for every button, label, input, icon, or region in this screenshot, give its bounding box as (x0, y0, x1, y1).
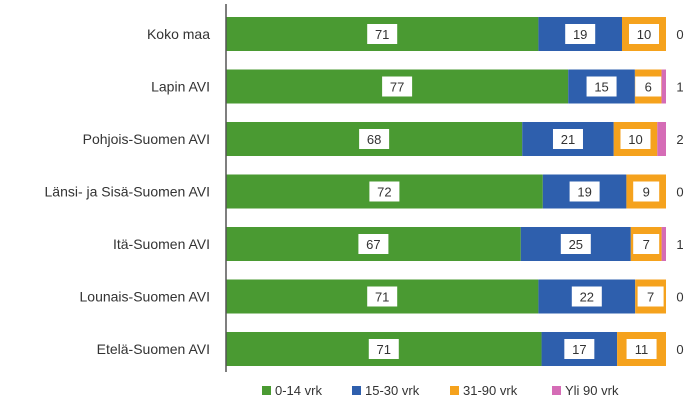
value-label-box (635, 76, 662, 97)
bar-segment (657, 122, 666, 156)
value-label-box (358, 234, 389, 254)
value-label-box (626, 339, 657, 359)
value-label-box (368, 339, 399, 359)
value-label: 71 (377, 342, 391, 357)
value-label-box (586, 76, 617, 97)
value-label-box (569, 181, 600, 202)
bar-segment (661, 69, 666, 104)
value-label-box (367, 24, 398, 44)
value-labels-group: 71 19 10 077 15 6 168 21 10 272 19 9 067 25 7 171 22 7 071… (358, 24, 684, 359)
legend-swatch (552, 386, 561, 395)
value-label: 15 (594, 80, 608, 95)
bar-segment (661, 227, 666, 261)
value-label-box (564, 339, 595, 359)
legend-item: 15-30 vrk (352, 383, 420, 398)
category-label: Itä-Suomen AVI (113, 236, 210, 252)
value-label: 77 (390, 80, 404, 95)
legend-swatch (450, 386, 459, 395)
value-label-box (565, 24, 596, 44)
legend-item: Yli 90 vrk (552, 383, 619, 398)
value-label: 7 (643, 237, 650, 252)
value-label: 6 (645, 80, 652, 95)
value-label: 72 (377, 185, 391, 200)
category-label: Länsi- ja Sisä-Suomen AVI (45, 184, 211, 200)
category-label: Etelä-Suomen AVI (97, 341, 210, 357)
value-label-box (620, 129, 651, 149)
value-label-box (552, 129, 583, 149)
value-label: 25 (569, 237, 583, 252)
bars-group (226, 17, 666, 366)
category-label: Lapin AVI (151, 79, 210, 95)
legend: 0-14 vrk 15-30 vrk 31-90 vrk Yli 90 vrk (262, 383, 619, 398)
value-label: 11 (635, 342, 649, 357)
value-label: 19 (573, 27, 587, 42)
category-label: Koko maa (147, 26, 210, 42)
value-label-outside: 0 (676, 290, 683, 305)
value-label: 21 (561, 132, 575, 147)
legend-label: 31-90 vrk (463, 383, 518, 398)
value-label-box (359, 129, 390, 149)
value-label: 68 (367, 132, 381, 147)
value-label-box (633, 181, 660, 202)
value-label-box (629, 24, 659, 44)
legend-label: 15-30 vrk (365, 383, 420, 398)
legend-swatch (262, 386, 271, 395)
category-label: Pohjois-Suomen AVI (83, 131, 210, 147)
category-labels: Koko maa Lapin AVI Pohjois-Suomen AVI Länsi… (45, 26, 211, 357)
value-label-outside: 0 (676, 27, 683, 42)
value-label-box (369, 181, 400, 202)
value-label: 7 (647, 290, 654, 305)
value-label-box (382, 76, 413, 97)
value-label-box (367, 286, 398, 307)
value-label: 10 (637, 27, 651, 42)
value-label-outside: 1 (676, 237, 683, 252)
value-label-box (637, 286, 664, 307)
value-label: 71 (375, 290, 389, 305)
value-label: 71 (375, 27, 389, 42)
value-label: 9 (643, 185, 650, 200)
value-label-box (571, 286, 602, 307)
value-label: 17 (572, 342, 586, 357)
value-label-outside: 0 (676, 342, 683, 357)
value-label-box (560, 234, 591, 254)
category-label: Lounais-Suomen AVI (80, 289, 211, 305)
legend-item: 31-90 vrk (450, 383, 518, 398)
value-label: 67 (366, 237, 380, 252)
value-label-box (633, 234, 660, 254)
value-label: 10 (628, 132, 642, 147)
value-label-outside: 1 (676, 80, 683, 95)
legend-swatch (352, 386, 361, 395)
legend-label: Yli 90 vrk (565, 383, 619, 398)
value-label: 19 (577, 185, 591, 200)
legend-item: 0-14 vrk (262, 383, 322, 398)
legend-label: 0-14 vrk (275, 383, 322, 398)
value-label-outside: 2 (676, 132, 683, 147)
value-label: 22 (580, 290, 594, 305)
value-label-outside: 0 (676, 185, 683, 200)
